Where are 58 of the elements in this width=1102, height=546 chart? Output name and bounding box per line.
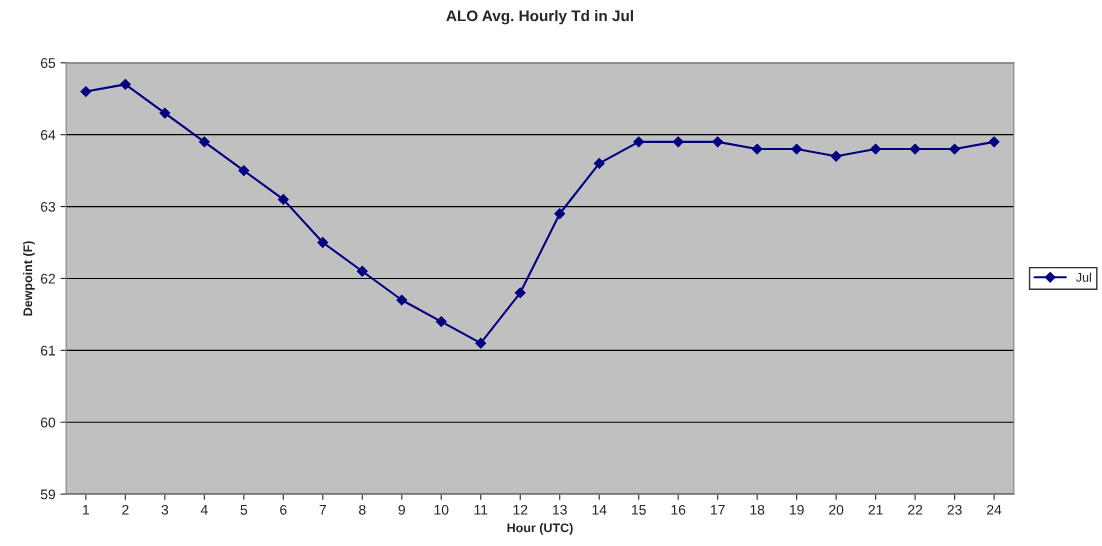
x-tick-label: 11 — [474, 505, 488, 515]
point — [672, 136, 684, 148]
x-tick-label: 13 — [553, 504, 567, 515]
x-tick-label: 9 — [398, 504, 405, 515]
x-tick-label: 1 — [83, 505, 90, 515]
point — [119, 78, 131, 90]
point — [712, 136, 724, 148]
point — [791, 143, 803, 155]
x-tick-label: 23 — [947, 504, 962, 515]
x-tick-label: 15 — [632, 505, 646, 515]
point — [277, 193, 289, 205]
point — [988, 136, 1000, 148]
point — [396, 294, 408, 306]
legend-label: Jul — [1076, 272, 1091, 282]
point — [317, 237, 329, 248]
point — [356, 265, 368, 277]
x-tick-label: 18 — [750, 504, 765, 515]
x-tick-label: 21 — [868, 504, 883, 515]
point — [159, 107, 171, 119]
x-tick-label: 4 — [200, 505, 208, 515]
x-tick-label: 24 — [987, 504, 1002, 515]
y-tick-label: 64 — [40, 130, 56, 140]
x-axis-title: Hour (UTC) — [507, 523, 573, 535]
point — [593, 158, 605, 169]
x-tick-label: 5 — [240, 505, 248, 515]
y-tick-label: 65 — [40, 58, 56, 68]
y-tick-label: 63 — [40, 201, 56, 212]
point — [949, 143, 961, 155]
x-tick-label: 12 — [513, 504, 528, 515]
point — [751, 143, 763, 155]
point — [514, 287, 526, 299]
x-tick-label: 22 — [908, 504, 923, 515]
point — [554, 208, 566, 220]
x-tick-label: 8 — [359, 504, 366, 515]
point — [633, 136, 645, 148]
x-tick-label: 16 — [671, 504, 686, 515]
point — [198, 136, 210, 148]
chart-title: ALO Avg. Hourly Td in Jul — [446, 10, 633, 25]
x-tick-label: 3 — [161, 504, 169, 515]
y-tick-label: 61 — [40, 345, 56, 356]
x-tick-label: 10 — [434, 504, 449, 515]
x-tick-label: 2 — [122, 504, 129, 515]
y-axis-title: Dewpoint (F) — [23, 241, 35, 316]
y-tick-label: 60 — [40, 417, 56, 428]
x-tick-label: 19 — [789, 504, 804, 515]
y-tick-label: 59 — [40, 489, 56, 500]
x-tick-label: 14 — [592, 505, 607, 515]
point — [475, 337, 487, 349]
y-tick-label: 62 — [40, 273, 56, 284]
x-tick-label: 17 — [711, 505, 725, 515]
point — [80, 86, 92, 97]
point — [830, 150, 842, 162]
point — [435, 316, 447, 328]
x-tick-label: 6 — [280, 504, 287, 515]
x-tick-label: 20 — [829, 504, 844, 515]
point — [238, 165, 250, 177]
point — [909, 143, 921, 155]
x-tick-label: 7 — [319, 505, 326, 515]
